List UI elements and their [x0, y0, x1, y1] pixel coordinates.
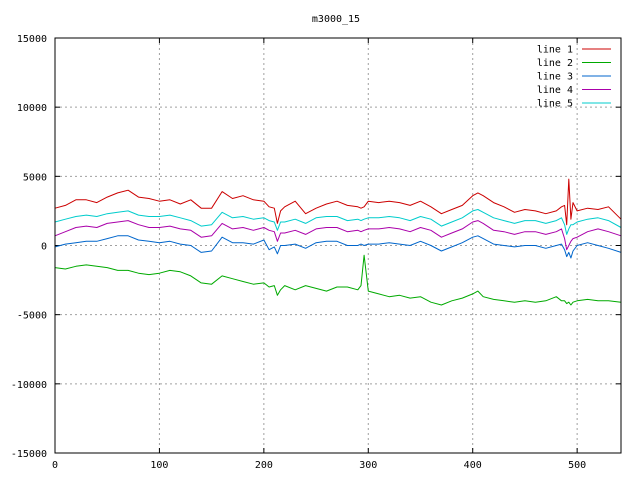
y-tick-label: -5000 — [17, 311, 47, 322]
series-line-2 — [54, 254, 622, 306]
y-tick-label: 15000 — [17, 34, 47, 45]
legend-label: line 1 — [537, 45, 573, 56]
legend-label: line 5 — [537, 99, 573, 110]
legend: line 1 line 2 line 3 line 4 line 5 — [537, 45, 611, 110]
x-tick-label: 100 — [150, 460, 168, 471]
plot-frame — [54, 37, 622, 454]
chart-title: m3000_15 — [312, 14, 360, 25]
y-tick-label: -15000 — [11, 449, 47, 460]
legend-label: line 3 — [537, 72, 573, 83]
series-line-3 — [54, 235, 622, 259]
x-tick-label: 0 — [52, 460, 58, 471]
y-tick-label: -10000 — [11, 380, 47, 391]
ticks: 0 100 200 300 400 500 -15000 -10000 -5000 0 5000 10… — [11, 34, 621, 471]
y-tick-label: 10000 — [17, 103, 47, 114]
legend-label: line 2 — [537, 58, 573, 69]
series-line-5 — [54, 209, 622, 235]
x-tick-label: 300 — [359, 460, 377, 471]
y-tick-label: 0 — [41, 242, 47, 253]
x-tick-label: 200 — [255, 460, 273, 471]
series-line-4 — [54, 220, 622, 251]
x-tick-label: 500 — [568, 460, 586, 471]
series-lines — [54, 178, 622, 306]
series-line-1 — [54, 178, 622, 226]
y-tick-label: 5000 — [23, 172, 47, 183]
legend-label: line 4 — [537, 85, 573, 96]
x-tick-label: 400 — [464, 460, 482, 471]
